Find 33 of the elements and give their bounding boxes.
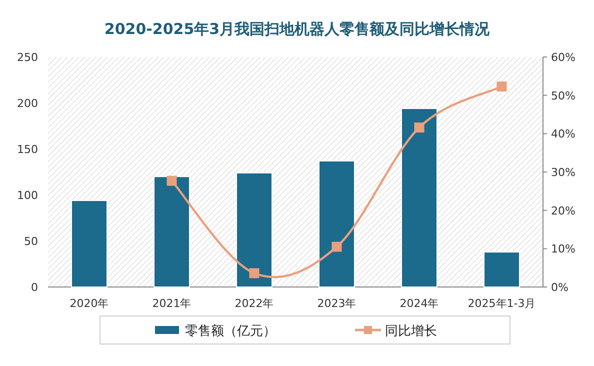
chart-title: 2020-2025年3月我国扫地机器人零售额及同比增长情况 [104,20,491,38]
x-tick-label: 2021年 [152,297,192,310]
bar [154,176,190,288]
bar [401,108,438,288]
y2-tick-label: 0% [551,281,568,294]
x-tick-label: 2023年 [317,297,356,310]
y2-tick-label: 60% [551,51,576,64]
bar [71,200,108,288]
legend-label: 零售额（亿元） [185,324,276,339]
x-tick-label: 2022年 [234,297,274,310]
bar [236,172,272,288]
y-tick-label: 50 [24,235,38,248]
x-tick-label: 2025年1-3月 [468,297,536,310]
y-tick-label: 250 [17,51,38,64]
y-tick-label: 0 [31,281,38,294]
point [414,122,424,133]
bar [318,160,355,288]
y2-tick-label: 10% [551,242,576,256]
legend-label: 同比增长 [385,324,437,339]
bar [484,252,520,288]
point [496,82,507,92]
point [332,242,342,252]
y2-tick-label: 30% [551,166,576,179]
y2-tick-label: 50% [551,89,576,102]
y-tick-label: 100 [17,189,38,202]
y-tick-label: 150 [17,143,38,156]
y2-tick-label: 20% [551,204,576,218]
point [166,176,177,186]
point [249,268,260,278]
x-tick-label: 2020年 [70,297,109,310]
y-tick-label: 200 [17,97,38,110]
y2-tick-label: 40% [551,128,576,141]
x-tick-label: 2024年 [400,297,439,310]
